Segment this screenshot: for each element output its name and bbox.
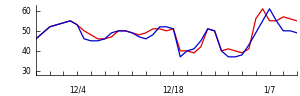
Text: 12/4: 12/4 [69,86,86,95]
Text: 12/18: 12/18 [163,86,184,95]
Text: 1/7: 1/7 [263,86,276,95]
